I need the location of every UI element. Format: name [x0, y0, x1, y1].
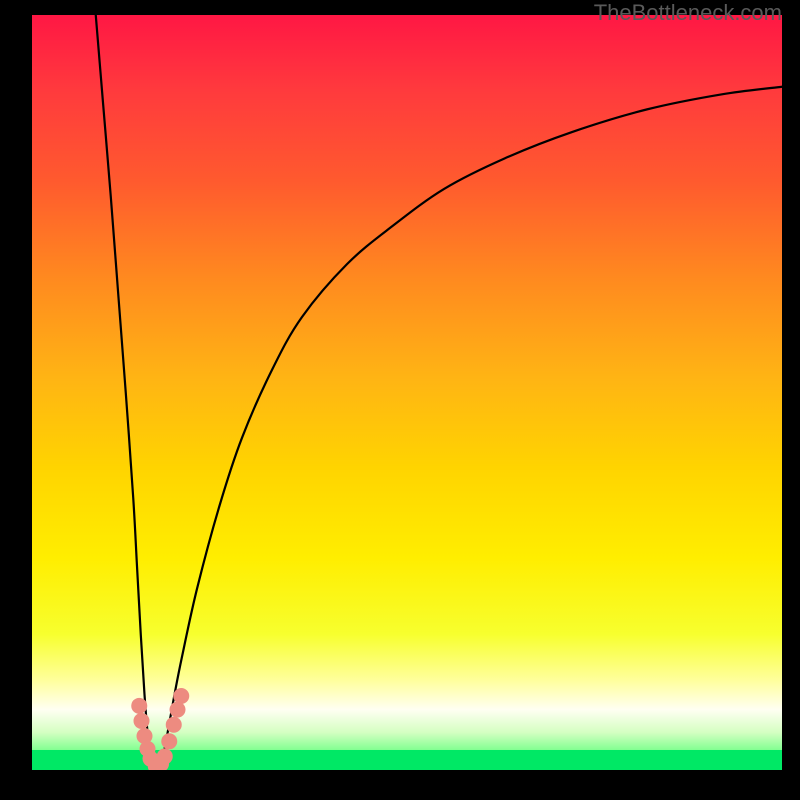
- optimum-marker: [173, 688, 189, 704]
- optimum-marker: [157, 748, 173, 764]
- curve-layer: [32, 15, 782, 770]
- plot-area: [32, 15, 782, 770]
- optimum-marker: [166, 717, 182, 733]
- bottleneck-curve: [96, 15, 782, 770]
- optimum-marker: [134, 713, 150, 729]
- optimum-marker: [170, 702, 186, 718]
- optimum-marker: [131, 698, 147, 714]
- optimum-marker: [161, 733, 177, 749]
- watermark-text: TheBottleneck.com: [594, 0, 782, 26]
- bottleneck-chart: TheBottleneck.com: [0, 0, 800, 800]
- optimum-markers: [131, 688, 189, 770]
